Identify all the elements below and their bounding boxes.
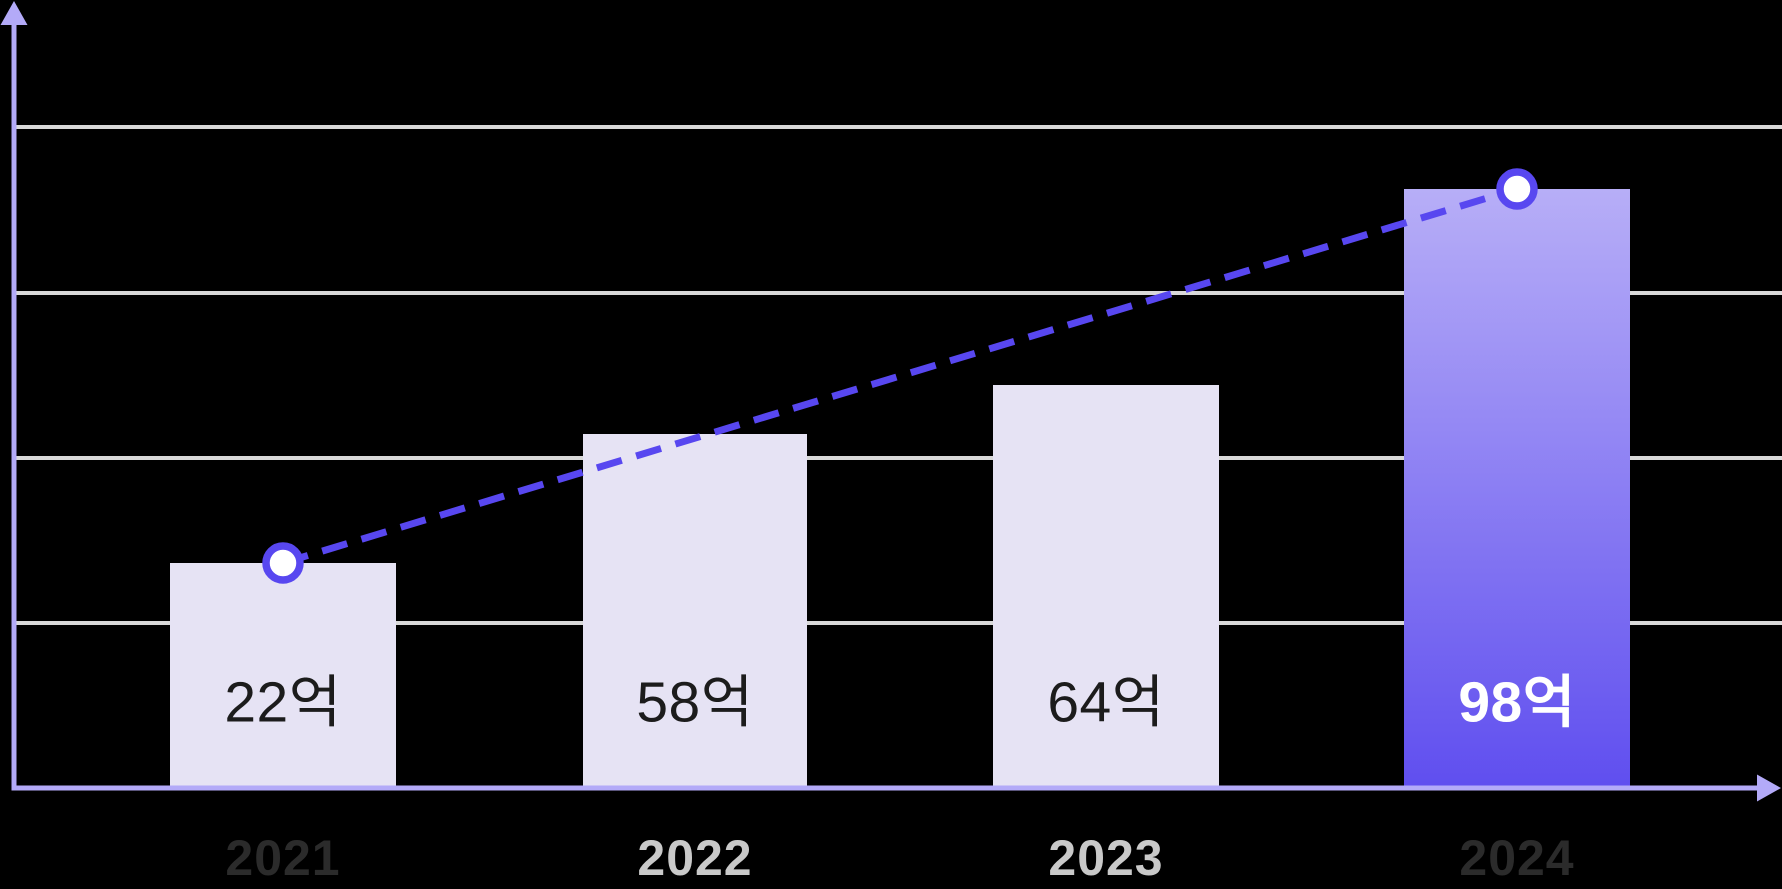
data-point-marker-2021 (262, 542, 304, 584)
bar-2021 (170, 563, 396, 790)
x-axis-arrow-icon (1757, 774, 1781, 802)
trend-line (281, 185, 1519, 567)
value-label-2024: 98억 (1458, 670, 1576, 735)
bar-2024 (1404, 189, 1630, 790)
value-label-2021: 22억 (224, 670, 342, 735)
x-tick-label-2024: 2024 (1459, 830, 1575, 886)
data-point-marker-2024 (1496, 168, 1538, 210)
bar-2022 (583, 434, 807, 790)
x-tick-label-2022: 2022 (637, 830, 753, 886)
x-tick-label-2021: 2021 (225, 830, 341, 886)
value-label-2022: 58억 (636, 670, 754, 735)
value-label-2023: 64억 (1047, 670, 1165, 735)
x-tick-label-2023: 2023 (1048, 830, 1164, 886)
y-axis-arrow-icon (0, 1, 28, 25)
bar-2023 (993, 385, 1219, 790)
